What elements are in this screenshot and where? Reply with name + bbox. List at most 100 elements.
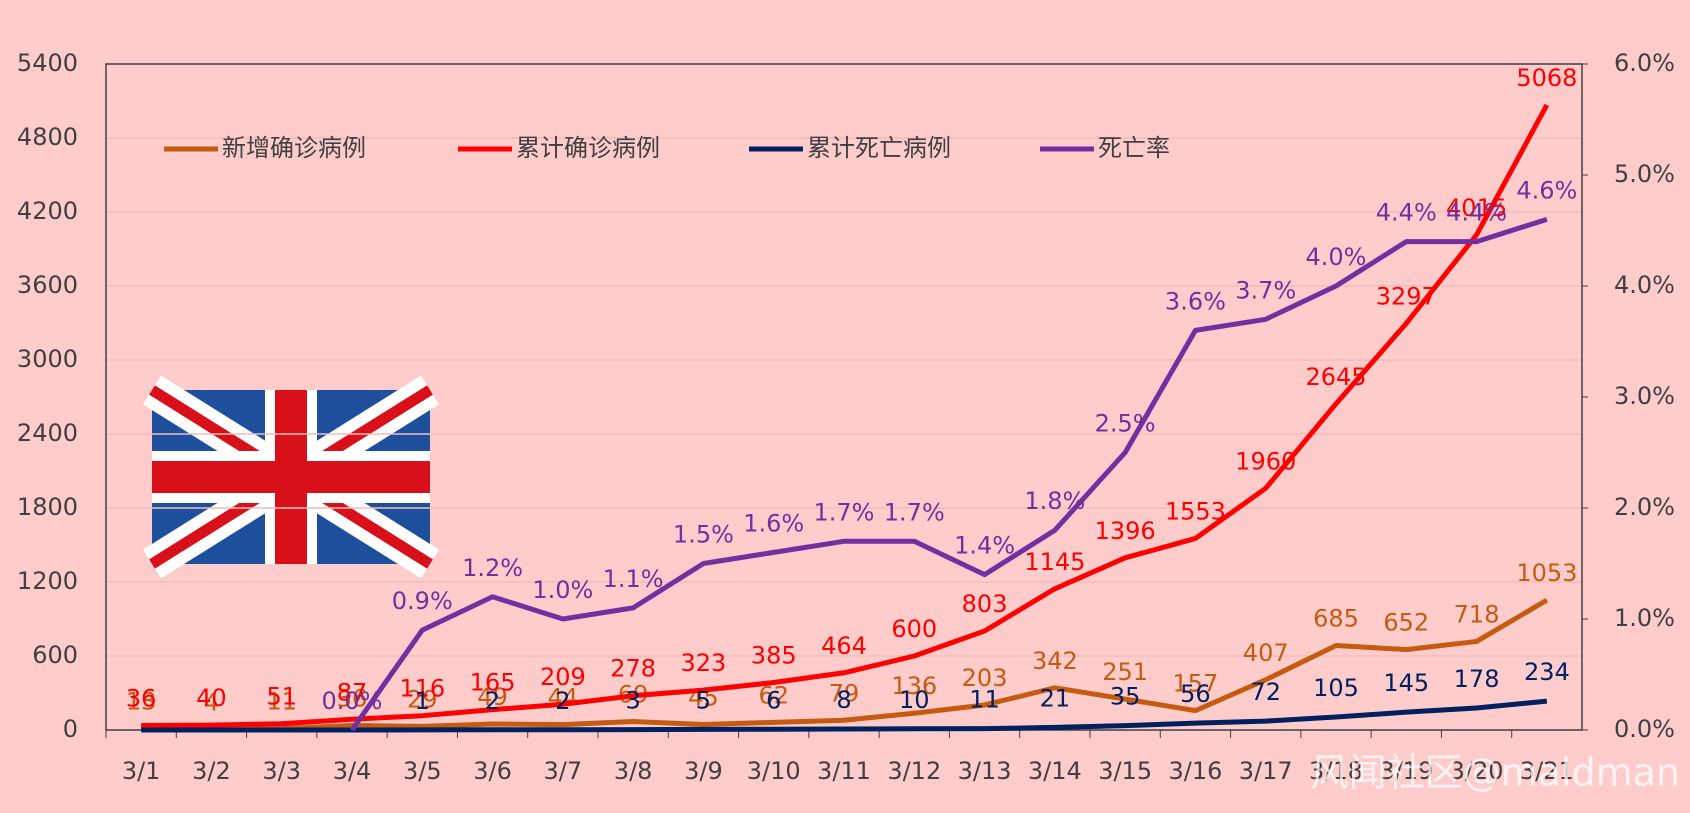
data-label: 251 [1102,658,1148,686]
series-line [141,103,1550,729]
y-tick-label: 0 [63,715,78,743]
data-label: 718 [1454,600,1500,628]
x-tick-label: 3/8 [614,757,653,785]
x-tick-label: 3/11 [817,757,871,785]
x-tick-label: 3/3 [262,757,301,785]
y-tick-label: 1200 [17,567,78,595]
y-tick-label: 1800 [17,493,78,521]
data-label: 0.0% [322,687,383,715]
legend-label: 死亡率 [1098,134,1170,162]
y2-tick-label: 3.0% [1614,382,1675,410]
legend-label: 累计死亡病例 [807,134,951,162]
data-label: 1396 [1095,517,1156,545]
data-label: 2 [555,687,570,715]
data-label: 178 [1454,665,1500,693]
data-label: 342 [1032,647,1078,675]
data-label: 1.1% [603,565,664,593]
data-label: 157 [1173,670,1219,698]
data-label: 105 [1313,674,1359,702]
data-label: 36 [337,685,368,713]
y2-tick-label: 0.0% [1614,715,1675,743]
y2-tick-label: 1.0% [1614,604,1675,632]
y-tick-label: 5400 [17,49,78,77]
data-label: 2.5% [1095,410,1156,438]
x-tick-label: 3/7 [544,757,583,785]
x-tick-label: 3/16 [1168,757,1222,785]
data-label: 40 [196,684,227,712]
data-label: 385 [751,642,797,670]
y-tick-label: 4200 [17,197,78,225]
x-tick-label: 3/14 [1028,757,1082,785]
watermark: 风闻社区@maldman [1311,751,1680,795]
data-label: 4.4% [1446,199,1507,227]
legend-label: 累计确诊病例 [516,134,660,162]
x-tick-label: 3/12 [887,757,941,785]
y2-tick-label: 4.0% [1614,271,1675,299]
data-label: 116 [399,675,445,703]
x-tick-label: 3/18 [1309,757,1363,785]
y-tick-label: 3000 [17,345,78,373]
data-label: 11 [266,688,297,716]
data-label: 407 [1243,639,1289,667]
data-label: 51 [266,683,297,711]
x-tick-label: 3/21 [1520,757,1574,785]
data-label: 3297 [1376,282,1437,310]
x-tick-label: 3/10 [747,757,801,785]
x-tick-label: 3/6 [473,757,512,785]
data-label: 0.9% [392,587,453,615]
y-tick-label: 2400 [17,419,78,447]
data-label: 4.0% [1306,243,1367,271]
data-label: 56 [1180,680,1211,708]
x-tick-label: 3/9 [684,757,723,785]
data-label: 4.6% [1516,176,1577,204]
data-label: 11 [969,686,1000,714]
y2-tick-label: 6.0% [1614,49,1675,77]
y2-tick-label: 5.0% [1614,160,1675,188]
data-label: 323 [681,649,727,677]
data-label: 87 [337,678,368,706]
data-label: 72 [1250,678,1281,706]
data-label: 35 [1110,683,1141,711]
y2-tick-label: 2.0% [1614,493,1675,521]
data-label: 1.7% [814,498,875,526]
data-label: 4 [204,689,219,717]
data-label: 1.6% [743,509,804,537]
data-label: 1.7% [884,498,945,526]
y-tick-label: 600 [32,641,78,669]
data-label: 21 [1040,684,1071,712]
data-label: 136 [891,672,937,700]
data-label: 79 [829,679,860,707]
data-label: 464 [821,632,867,660]
legend-label: 新增确诊病例 [222,134,366,162]
x-tick-label: 3/19 [1379,757,1433,785]
data-label: 13 [126,687,157,715]
data-label: 5068 [1516,64,1577,92]
data-label: 278 [610,655,656,683]
flag [142,375,440,579]
data-label: 2645 [1305,363,1366,391]
data-label: 2 [485,687,500,715]
data-label: 145 [1383,669,1429,697]
x-tick-label: 3/2 [192,757,231,785]
x-tick-label: 3/1 [122,757,161,785]
data-label: 8 [836,686,851,714]
data-label: 1.2% [462,554,523,582]
data-label: 209 [540,663,586,691]
data-label: 1553 [1165,497,1226,525]
series-line [141,597,1549,733]
x-tick-label: 3/4 [333,757,372,785]
data-label: 165 [470,669,516,697]
data-label: 1.4% [954,532,1015,560]
data-label: 3.7% [1235,276,1296,304]
data-label: 3 [626,687,641,715]
data-label: 234 [1524,658,1570,686]
series-line [141,698,1548,733]
data-label: 1145 [1024,548,1085,576]
data-label: 203 [962,664,1008,692]
data-label: 1.5% [673,521,734,549]
series-line [349,217,1548,732]
y-tick-label: 3600 [17,271,78,299]
data-label: 3.6% [1165,287,1226,315]
data-label: 1.0% [532,576,593,604]
